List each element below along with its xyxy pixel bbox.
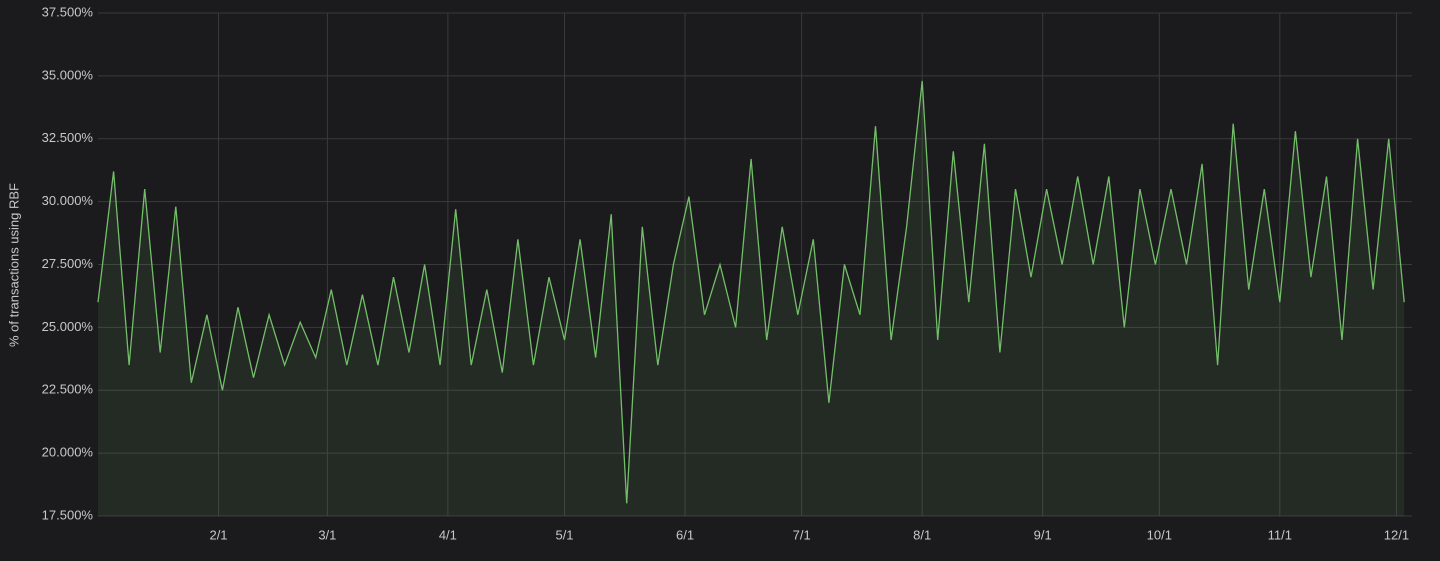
y-tick-label: 17.500% xyxy=(42,507,94,522)
x-tick-label: 3/1 xyxy=(318,527,336,542)
y-tick-label: 27.500% xyxy=(42,256,94,271)
y-tick-label: 25.000% xyxy=(42,319,94,334)
y-axis-label: % of transactions using RBF xyxy=(6,183,21,347)
x-tick-label: 5/1 xyxy=(555,527,573,542)
x-tick-label: 11/1 xyxy=(1268,527,1292,542)
x-tick-label: 8/1 xyxy=(913,527,931,542)
y-tick-label: 37.500% xyxy=(42,4,94,19)
line xyxy=(97,80,1405,504)
area xyxy=(98,80,1405,517)
x-tick-label: 7/1 xyxy=(793,527,811,542)
x-tick-label: 6/1 xyxy=(676,527,694,542)
y-tick-label: 35.000% xyxy=(42,67,94,82)
y-tick-label: 20.000% xyxy=(42,445,94,460)
x-tick-label: 2/1 xyxy=(209,527,227,542)
y-tick-label: 32.500% xyxy=(42,130,94,145)
x-tick-label: 10/1 xyxy=(1147,527,1172,542)
y-tick-label: 22.500% xyxy=(42,382,94,397)
x-tick-label: 12/1 xyxy=(1384,527,1409,542)
x-tick-label: 9/1 xyxy=(1034,527,1052,542)
x-tick-label: 4/1 xyxy=(439,527,457,542)
y-tick-label: 30.000% xyxy=(42,193,94,208)
